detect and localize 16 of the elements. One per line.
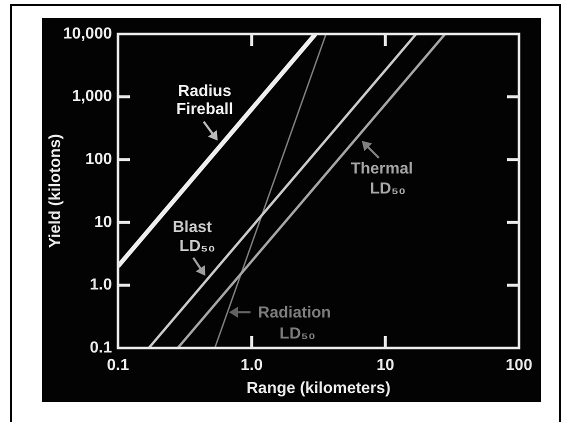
y-tick-label: 0.1 bbox=[90, 339, 112, 356]
x-tick-label: 1.0 bbox=[240, 357, 263, 374]
y-tick-label: 10 bbox=[94, 214, 112, 231]
series-label: Blast LD₅₀ bbox=[172, 219, 216, 256]
y-axis-title: Yield (kilotons) bbox=[47, 134, 64, 248]
series-label: Radius Fireball bbox=[176, 83, 234, 118]
y-tick-label: 1.0 bbox=[90, 276, 112, 294]
y-tick-label: 100 bbox=[85, 151, 112, 168]
x-tick-label: 100 bbox=[506, 357, 532, 374]
series-label: Thermal LD₅₀ bbox=[350, 160, 413, 198]
x-tick-label: 0.1 bbox=[106, 357, 130, 374]
x-tick-label: 10 bbox=[376, 357, 394, 374]
x-axis-title: Range (kilometers) bbox=[246, 380, 391, 397]
y-tick-label: 1,000 bbox=[72, 88, 112, 106]
series-label: Radiation LD₅₀ bbox=[258, 304, 331, 343]
y-tick-label: 10,000 bbox=[63, 25, 112, 42]
